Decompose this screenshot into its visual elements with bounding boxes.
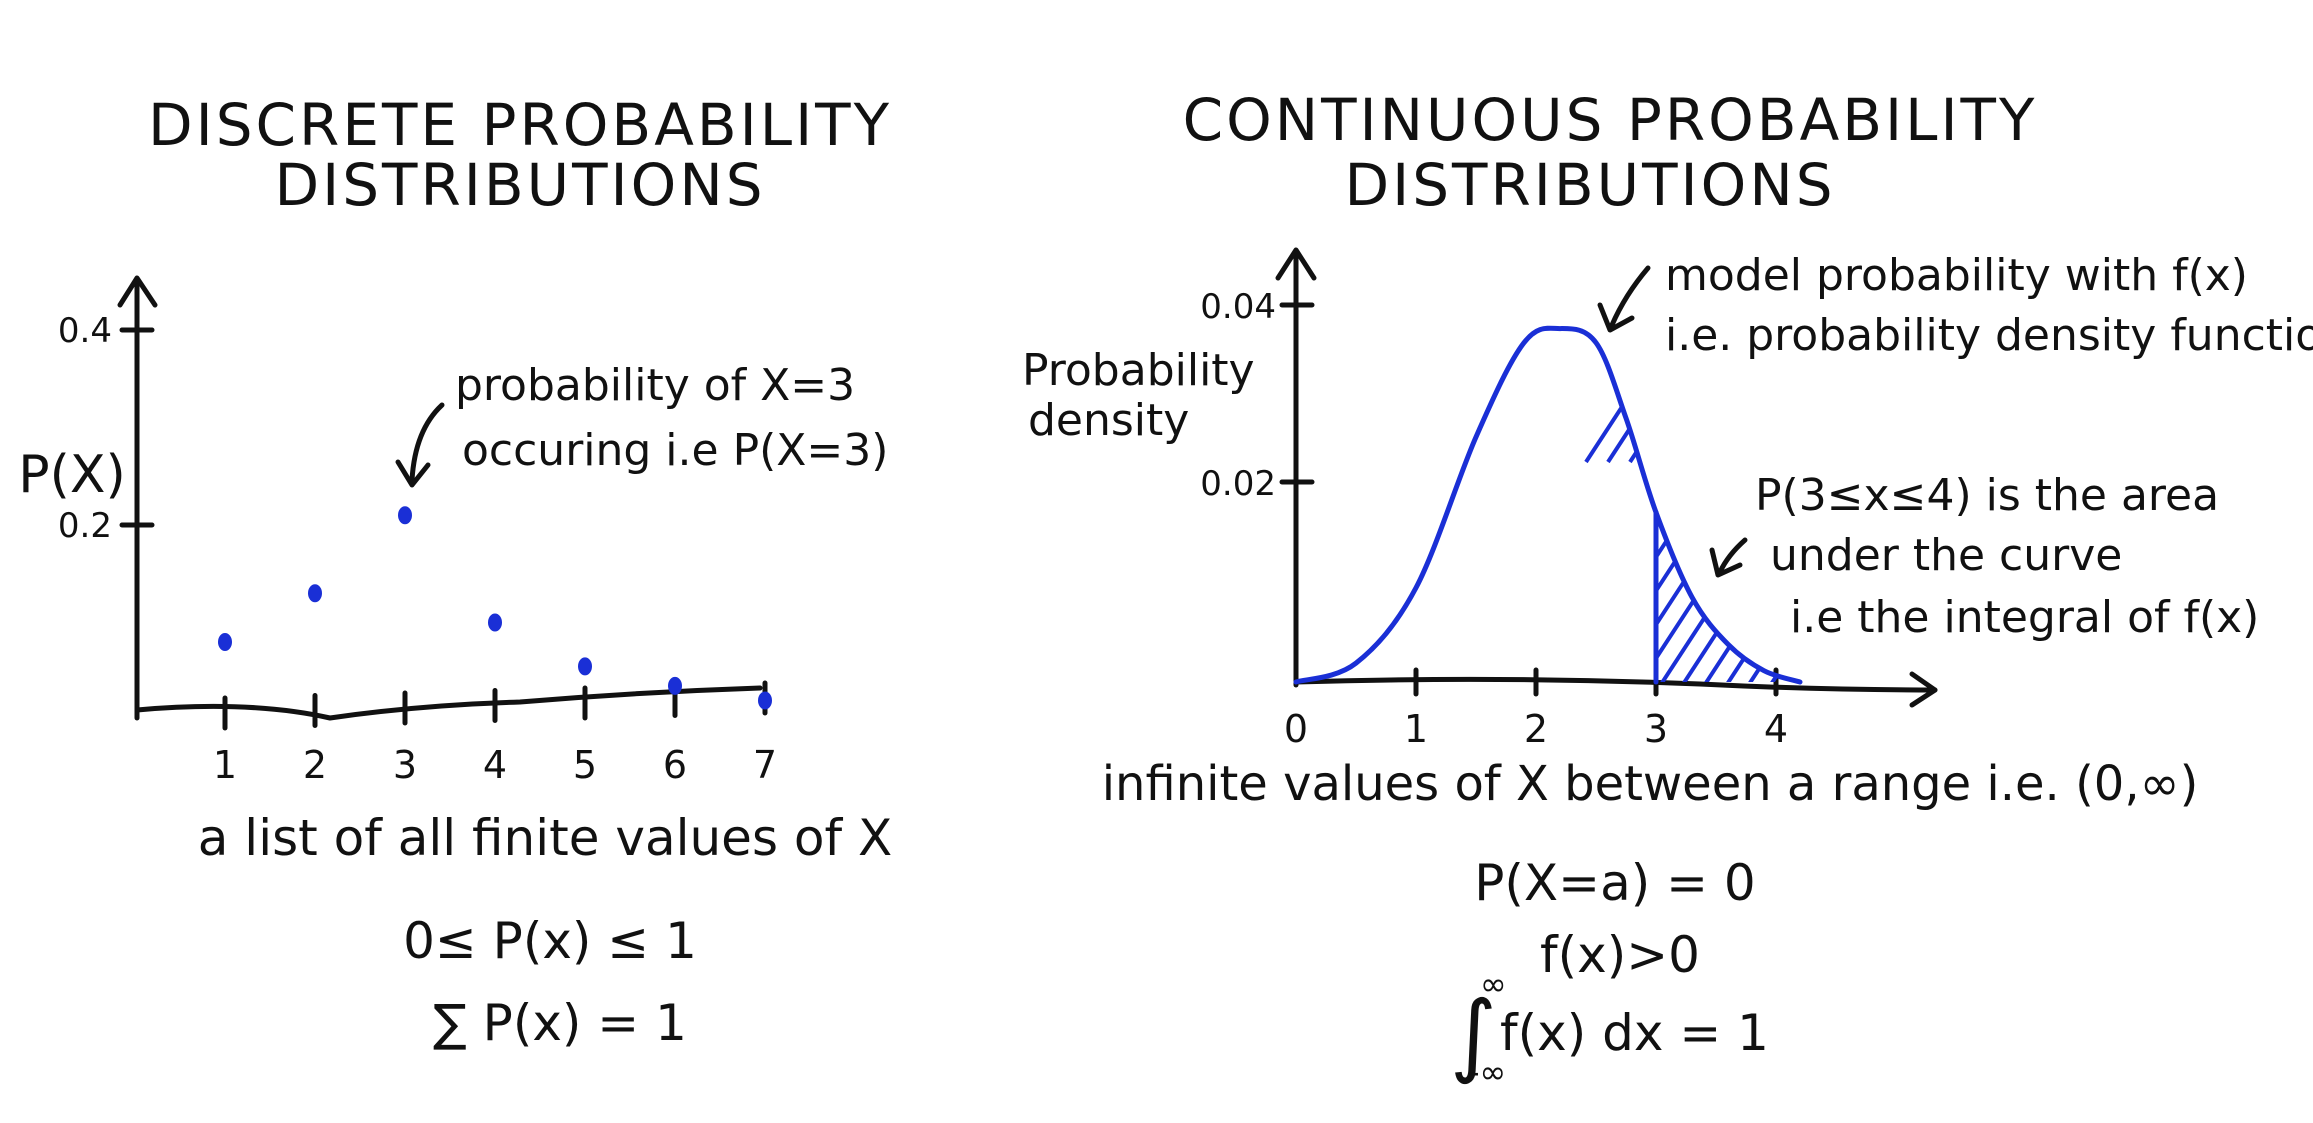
continuous-annotation-top-line1: model probability with f(x)	[1665, 250, 2248, 301]
discrete-x-axis	[134, 685, 763, 721]
continuous-y-label-line2: density	[1028, 395, 1189, 446]
discrete-point-x4	[488, 613, 502, 632]
hatch-line	[1654, 460, 1676, 491]
discrete-point-x1	[218, 633, 232, 651]
discrete-annotation-line1: probability of X=3	[455, 360, 855, 411]
hatch-line	[1654, 460, 1764, 626]
continuous-xtick-label-3: 3	[1644, 707, 1668, 751]
continuous-xtick-label-1: 1	[1404, 707, 1428, 751]
continuous-x-axis	[1293, 676, 1938, 693]
continuous-xtick-label-0: 0	[1284, 707, 1308, 751]
continuous-xtick-label-2: 2	[1524, 707, 1548, 751]
discrete-y-label: P(X)	[18, 445, 126, 505]
continuous-title-line1: CONTINUOUS PROBABILITY	[1183, 86, 2038, 154]
discrete-formula-1: 0≤ P(x) ≤ 1	[403, 912, 697, 970]
discrete-x-label: a list of all finite values of X	[198, 809, 892, 867]
hatch-line	[1606, 387, 1658, 464]
discrete-title-line1: DISCRETE PROBABILITY	[148, 91, 892, 159]
continuous-formula-3: f(x) dx = 1	[1500, 1004, 1769, 1062]
hatch-line	[2272, 462, 2313, 692]
area-annotation-line3: i.e the integral of f(x)	[1790, 592, 2259, 643]
integral-lower-limit: -∞	[1468, 1053, 1506, 1091]
discrete-xtick-label-6: 6	[663, 743, 687, 787]
integral-sign: ∫	[1450, 982, 1497, 1087]
hatch-line	[2294, 462, 2313, 692]
area-annotation-arrowhead	[1709, 547, 1743, 578]
discrete-xtick-label-5: 5	[573, 743, 597, 787]
discrete-point-x3	[398, 506, 412, 525]
discrete-point-x5	[578, 657, 592, 676]
discrete-x-ticks: 1 2 3 4 5 6 7	[213, 680, 777, 787]
hatch-line	[2228, 462, 2313, 692]
discrete-xtick-label-4: 4	[483, 743, 507, 787]
continuous-ytick-label-0.04: 0.04	[1200, 287, 1276, 327]
discrete-y-axis-arrow	[117, 275, 158, 308]
area-annotation-line1: P(3≤x≤4) is the area	[1755, 470, 2219, 521]
continuous-formula-2: f(x)>0	[1540, 926, 1700, 984]
discrete-xtick-label-7: 7	[753, 743, 777, 787]
area-annotation-line2: under the curve	[1770, 530, 2122, 581]
discrete-title-line2: DISTRIBUTIONS	[274, 151, 765, 219]
hatch-line	[2206, 462, 2313, 692]
continuous-x-ticks: 0 1 2 3 4	[1284, 667, 1788, 751]
pdf-annotation-arrow	[1609, 265, 1651, 328]
discrete-ytick-label-0.2: 0.2	[58, 506, 112, 546]
continuous-y-axis-arrow	[1275, 247, 1317, 281]
hatch-line	[2250, 462, 2313, 692]
integral-upper-limit: ∞	[1480, 965, 1507, 1003]
continuous-x-label: infinite values of X between a range i.e…	[1102, 756, 2199, 812]
discrete-chart: DISCRETE PROBABILITY DISTRIBUTIONS 0.4 0…	[18, 91, 892, 1052]
discrete-annotation-arrow	[409, 402, 445, 483]
discrete-annotation-line2: occuring i.e P(X=3)	[462, 425, 888, 476]
continuous-y-label-line1: Probability	[1022, 345, 1255, 396]
discrete-xtick-label-2: 2	[303, 743, 327, 787]
continuous-formula-1: P(X=a) = 0	[1474, 854, 1755, 912]
continuous-chart: CONTINUOUS PROBABILITY DISTRIBUTIONS 0.0…	[1022, 86, 2313, 1091]
discrete-points	[218, 506, 772, 710]
continuous-title-line2: DISTRIBUTIONS	[1344, 151, 1835, 219]
continuous-x-axis-arrow	[1909, 671, 1938, 708]
hatch-line	[1650, 454, 1658, 464]
discrete-formula-2: ∑ P(x) = 1	[433, 994, 687, 1052]
pdf-annotation-arrowhead	[1597, 302, 1635, 333]
hatch-line	[1654, 460, 1698, 525]
discrete-point-x7	[758, 691, 772, 710]
continuous-ytick-label-0.02: 0.02	[1200, 464, 1276, 504]
pdf-curve	[1293, 325, 1803, 685]
discrete-xtick-label-3: 3	[393, 743, 417, 787]
continuous-annotation-top-line2: i.e. probability density function	[1665, 310, 2313, 361]
discrete-point-x6	[668, 676, 682, 695]
discrete-ytick-label-0.4: 0.4	[58, 311, 112, 351]
area-annotation-arrow	[1717, 537, 1748, 575]
continuous-xtick-label-4: 4	[1764, 707, 1788, 751]
discrete-annotation-arrowhead	[395, 459, 431, 488]
discrete-point-x2	[308, 584, 322, 603]
discrete-xtick-label-1: 1	[213, 743, 237, 787]
